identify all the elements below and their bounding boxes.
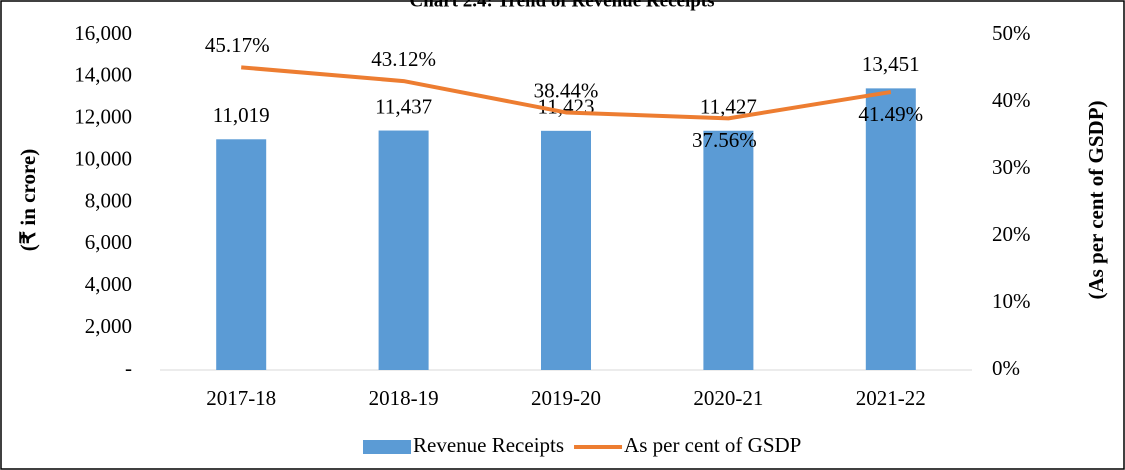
y2-tick-label: 30% [992, 155, 1031, 179]
bar-value-label: 11,019 [213, 103, 270, 127]
bar [216, 139, 267, 370]
y2-tick-label: 40% [992, 88, 1031, 112]
y2-tick-label: 20% [992, 222, 1031, 246]
y2-tick-label: 50% [992, 21, 1031, 45]
x-tick-label: 2018-19 [369, 386, 439, 410]
y-tick-label: 2,000 [85, 314, 132, 338]
line-value-label: 45.17% [205, 33, 270, 57]
y-tick-label: 10,000 [74, 146, 132, 170]
line-value-label: 37.56% [692, 128, 757, 152]
y-tick-label: 16,000 [74, 21, 132, 45]
line-series [241, 65, 892, 121]
x-tick-label: 2021-22 [856, 386, 926, 410]
legend-label: Revenue Receipts [413, 433, 564, 457]
y-tick-label: 8,000 [85, 188, 132, 212]
bar [378, 130, 429, 370]
y-tick-label: 14,000 [74, 63, 132, 87]
chart-title: Chart 2.4: Trend of Revenue Receipts [409, 0, 714, 11]
y2-axis-label: (As per cent of GSDP) [1084, 100, 1108, 299]
y2-tick-label: 10% [992, 289, 1031, 313]
line-value-label: 41.49% [858, 102, 923, 126]
x-tick-label: 2019-20 [531, 386, 601, 410]
x-tick-label: 2017-18 [206, 386, 276, 410]
line-value-label: 43.12% [371, 47, 436, 71]
legend-label: As per cent of GSDP [624, 433, 801, 457]
x-tick-label: 2020-21 [693, 386, 763, 410]
y-tick-label: 4,000 [85, 272, 132, 296]
bar-value-label: 11,437 [375, 94, 432, 118]
y-tick-label: - [125, 356, 132, 380]
y-tick-label: 12,000 [74, 105, 132, 129]
y2-tick-label: 0% [992, 356, 1020, 380]
bar [703, 130, 754, 370]
bar [541, 130, 591, 370]
legend-swatch [363, 440, 411, 454]
bar [865, 88, 916, 370]
y-axis-label: (₹ in crore) [16, 149, 40, 251]
y-tick-label: 6,000 [85, 230, 132, 254]
line-value-label: 38.44% [534, 78, 599, 102]
bar-value-label: 13,451 [862, 52, 920, 76]
